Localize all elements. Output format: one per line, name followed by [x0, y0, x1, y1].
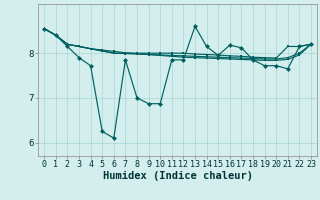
X-axis label: Humidex (Indice chaleur): Humidex (Indice chaleur) — [103, 171, 252, 181]
